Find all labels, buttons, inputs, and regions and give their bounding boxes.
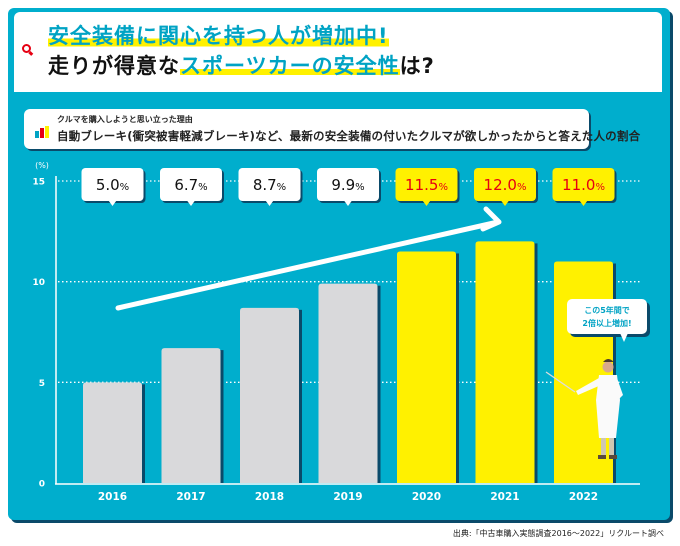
value-label-bubble: 5.0% — [81, 168, 146, 206]
title-highlight: スポーツカーの安全性 — [180, 54, 400, 78]
person-head — [602, 361, 614, 373]
bar-2018 — [240, 307, 299, 483]
bubble-body — [81, 168, 144, 201]
person-shoe — [609, 455, 617, 459]
bar-2019 — [318, 283, 378, 483]
value-label-bubble: 11.0% — [552, 168, 617, 206]
source-note: 出典:「中古車購入実態調査2016～2022」リクルート調べ — [452, 529, 664, 538]
bubble-pointer — [265, 200, 274, 206]
value-label-bubble: 6.7% — [160, 168, 224, 206]
value-unit: % — [277, 182, 287, 193]
x-tick-label: 2021 — [490, 491, 519, 503]
bar-2020 — [397, 251, 456, 483]
value-unit: % — [595, 182, 605, 193]
legend-subtitle: クルマを購入しようと思い立った理由 — [57, 115, 193, 124]
value-unit: % — [438, 182, 448, 193]
bubble-pointer — [108, 200, 117, 206]
title-prefix: 走りが得意な — [48, 54, 180, 78]
y-tick-label: 0 — [39, 480, 45, 490]
callout-pointer — [620, 333, 628, 342]
bar-2017 — [161, 348, 221, 483]
bubble-pointer — [344, 200, 352, 206]
bar-2021 — [475, 241, 535, 483]
value-number: 11.0 — [562, 176, 595, 194]
search-icon — [22, 44, 31, 53]
callout-line-2: 2倍以上増加! — [582, 318, 631, 328]
value-unit: % — [517, 182, 527, 193]
legend-description: 自動ブレーキ(衝突被害軽減ブレーキ)など、最新の安全装備の付いたクルマが欲しかっ… — [57, 129, 641, 143]
bubble-body — [395, 168, 458, 201]
value-number: 8.7 — [253, 176, 277, 194]
value-label: 5.0% — [96, 176, 129, 194]
x-tick-label: 2022 — [569, 491, 598, 503]
title-line-1: 安全装備に関心を持つ人が増加中! — [48, 20, 389, 50]
x-tick-label: 2019 — [333, 491, 362, 503]
bubble-body — [317, 168, 379, 201]
value-label: 9.9% — [331, 176, 364, 194]
pointer-stick — [545, 371, 576, 393]
bubble-pointer — [579, 200, 588, 206]
value-label-bubble: 8.7% — [238, 168, 303, 206]
person-shoe — [598, 455, 606, 459]
value-label-bubble: 12.0% — [474, 168, 538, 206]
bubble-body — [474, 168, 536, 201]
bar-2016 — [83, 382, 142, 483]
y-tick-label: 5 — [39, 379, 45, 389]
legend-box: クルマを購入しようと思い立った理由 自動ブレーキ(衝突被害軽減ブレーキ)など、最… — [24, 109, 640, 149]
value-unit: % — [120, 182, 130, 193]
x-tick-label: 2016 — [98, 491, 127, 503]
person-arm — [576, 378, 601, 395]
y-axis-unit: (%) — [35, 161, 49, 170]
value-label: 12.0% — [484, 176, 527, 194]
bubble-pointer — [187, 200, 195, 206]
bubble-body — [552, 168, 615, 201]
trend-arrow-head — [480, 206, 502, 232]
person-leg — [609, 438, 614, 455]
title-line-2: 走りが得意なスポーツカーの安全性は? — [48, 50, 435, 80]
value-unit: % — [198, 182, 208, 193]
bubble-pointer — [501, 200, 509, 206]
bubble-body — [160, 168, 222, 201]
callout-body — [567, 299, 647, 334]
value-label: 8.7% — [253, 176, 286, 194]
value-label: 6.7% — [174, 176, 207, 194]
x-tick-label: 2020 — [412, 491, 441, 503]
bubble-body — [238, 168, 301, 201]
lab-coat — [596, 375, 620, 438]
title-suffix: は? — [399, 54, 435, 78]
value-label: 11.0% — [562, 176, 605, 194]
y-tick-label: 15 — [32, 178, 45, 188]
bubble-pointer — [422, 200, 431, 206]
y-tick-label: 10 — [32, 278, 45, 288]
value-label-bubble: 9.9% — [317, 168, 381, 206]
value-number: 12.0 — [484, 176, 517, 194]
value-number: 9.9 — [331, 176, 355, 194]
person-arm-right — [615, 378, 623, 401]
callout-line-1: この5年間で — [584, 305, 630, 315]
x-tick-label: 2018 — [255, 491, 284, 503]
person-hair — [603, 359, 614, 362]
value-number: 6.7 — [174, 176, 198, 194]
value-number: 11.5 — [405, 176, 438, 194]
bar-chart-icon — [35, 126, 49, 138]
value-label: 11.5% — [405, 176, 448, 194]
trend-arrow-shaft — [115, 219, 501, 311]
value-number: 5.0 — [96, 176, 120, 194]
x-tick-label: 2017 — [176, 491, 205, 503]
person-leg — [601, 438, 606, 455]
value-unit: % — [355, 182, 365, 193]
value-label-bubble: 11.5% — [395, 168, 460, 206]
